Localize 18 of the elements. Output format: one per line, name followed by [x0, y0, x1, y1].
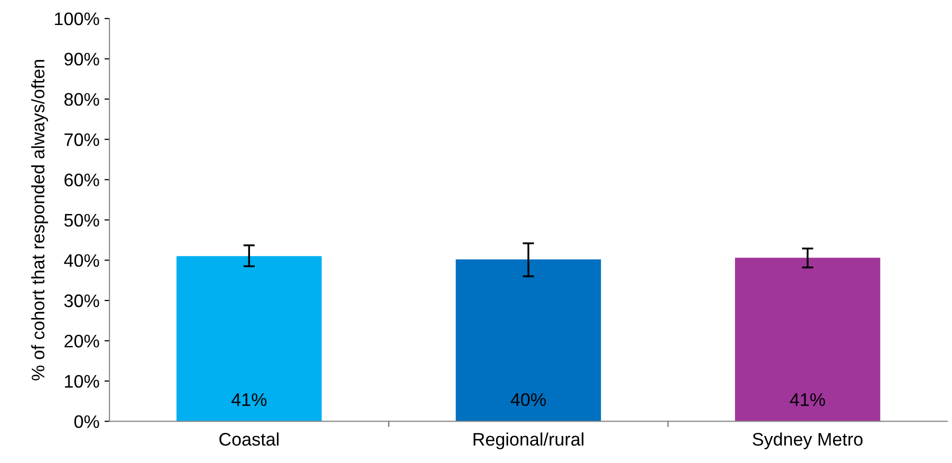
- y-tick-label: 10%: [65, 374, 100, 388]
- y-tick-label: 30%: [64, 294, 100, 308]
- y-tick-label: 20%: [64, 334, 100, 348]
- y-tick-label: 0%: [74, 415, 100, 428]
- x-tick-label: Regional/rural: [474, 432, 584, 450]
- data-label: 40%: [510, 393, 546, 406]
- y-tick-label: 70%: [64, 133, 100, 146]
- x-tick-label: Coastal: [219, 432, 279, 446]
- y-tick-label: 90%: [64, 52, 100, 66]
- y-tick-label: 80%: [64, 93, 100, 106]
- y-tick-label: 100%: [54, 12, 100, 26]
- data-label: 41%: [231, 393, 267, 406]
- y-axis-title: % of cohort that responded always/often: [31, 60, 48, 380]
- data-label: 41%: [790, 393, 826, 406]
- y-tick-label: 40%: [64, 254, 100, 267]
- x-tick-label: Sydney Metro: [752, 432, 863, 450]
- y-tick-label: 60%: [64, 174, 100, 186]
- y-tick-label: 50%: [64, 214, 100, 227]
